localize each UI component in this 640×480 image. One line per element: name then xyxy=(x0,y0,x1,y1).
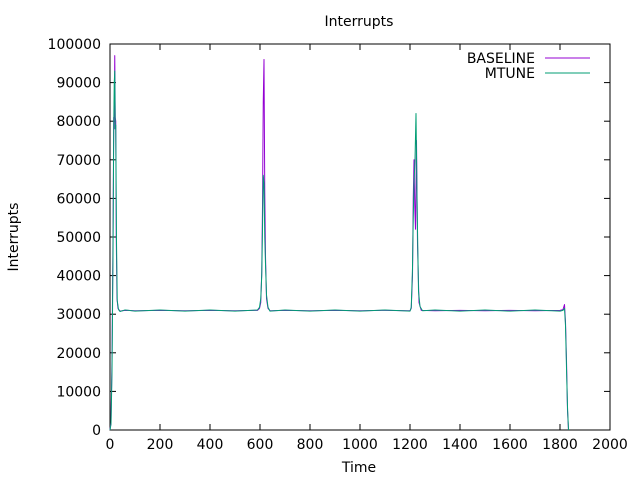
plot-frame xyxy=(109,43,611,431)
x-tick-label: 1400 xyxy=(442,437,478,453)
x-tick-label: 400 xyxy=(197,437,224,453)
x-axis-label: Time xyxy=(341,460,376,476)
axis-ticks: 0 200 400 600 800 1000 1200 1400 1600 1800 2000010… xyxy=(48,37,628,453)
y-tick-label: 100000 xyxy=(48,37,101,53)
y-tick-label: 80000 xyxy=(56,114,101,130)
y-tick-label: 30000 xyxy=(56,307,101,323)
y-axis-label: Interrupts xyxy=(6,203,22,272)
x-tick-label: 1200 xyxy=(392,437,428,453)
y-tick-label: 50000 xyxy=(56,230,101,246)
y-tick-label: 10000 xyxy=(56,384,101,400)
series-layer xyxy=(109,55,569,431)
x-tick-label: 0 xyxy=(106,437,115,453)
y-tick-label: 20000 xyxy=(56,346,101,362)
series-line-mtune xyxy=(109,70,569,431)
x-tick-label: 1800 xyxy=(542,437,578,453)
plot-border xyxy=(109,43,611,431)
series-line-baseline xyxy=(109,55,569,431)
y-tick-label: 70000 xyxy=(56,153,101,169)
x-tick-label: 200 xyxy=(147,437,174,453)
chart-title: Interrupts xyxy=(325,14,394,30)
x-tick-label: 800 xyxy=(297,437,324,453)
x-tick-label: 600 xyxy=(247,437,274,453)
y-tick-label: 60000 xyxy=(56,191,101,207)
x-tick-label: 2000 xyxy=(592,437,628,453)
legend-label-baseline: BASELINE xyxy=(467,51,535,67)
x-tick-label: 1600 xyxy=(492,437,528,453)
y-tick-label: 90000 xyxy=(56,76,101,92)
y-tick-label: 0 xyxy=(92,423,101,439)
legend-label-mtune: MTUNE xyxy=(485,66,535,82)
x-tick-label: 1000 xyxy=(342,437,378,453)
y-tick-label: 40000 xyxy=(56,269,101,285)
